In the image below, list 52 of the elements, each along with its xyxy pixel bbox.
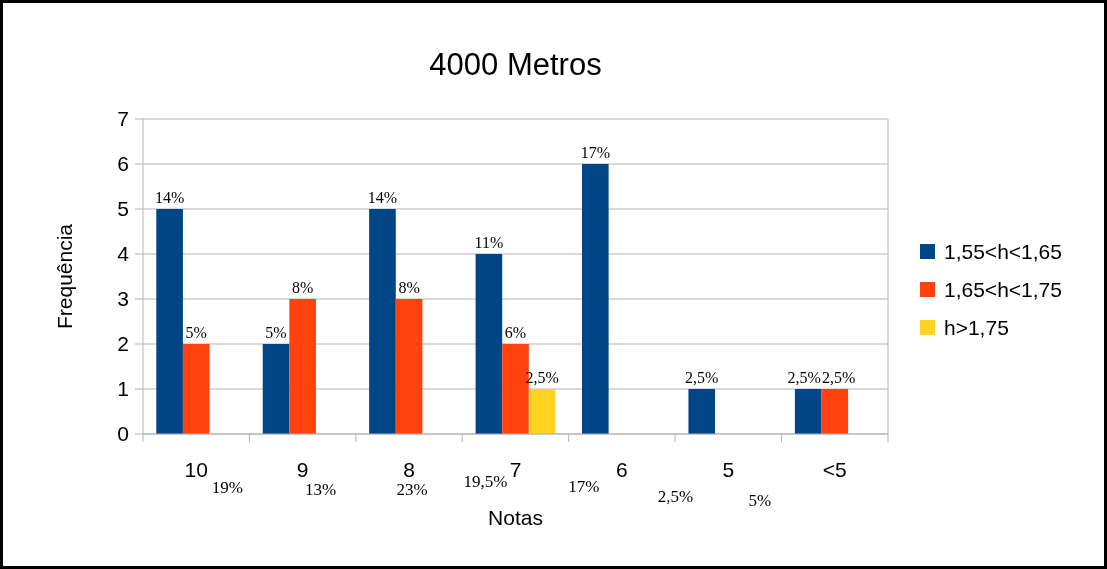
annotation: 8% bbox=[398, 279, 420, 296]
legend-label: h>1,75 bbox=[944, 316, 1009, 340]
y-tick-label: 5 bbox=[117, 197, 129, 221]
bar bbox=[582, 164, 609, 434]
legend-label: 1,55<h<1,65 bbox=[944, 240, 1062, 264]
bar bbox=[289, 299, 316, 434]
annotation: 6% bbox=[504, 324, 527, 341]
y-tick-label: 3 bbox=[117, 287, 129, 311]
x-tick-label: 6 bbox=[616, 458, 628, 481]
bar bbox=[821, 389, 849, 434]
y-tick-label: 6 bbox=[117, 152, 129, 176]
bar bbox=[156, 209, 183, 434]
annotation: 2,5% bbox=[822, 369, 856, 386]
bar bbox=[794, 389, 822, 434]
text: 19% bbox=[211, 478, 243, 497]
y-tick-label: 0 bbox=[117, 422, 129, 446]
y-tick-label: 2 bbox=[117, 332, 129, 356]
annotation: 14% bbox=[154, 189, 185, 206]
chart-title: 4000 Metros bbox=[429, 47, 602, 82]
bar bbox=[369, 209, 396, 434]
text: 23% bbox=[396, 480, 428, 499]
bar bbox=[475, 254, 503, 434]
bar bbox=[688, 389, 716, 434]
annotation: 5% bbox=[185, 324, 207, 341]
y-axis-title: Frequência bbox=[53, 223, 76, 330]
x-tick-label: <5 bbox=[822, 458, 847, 481]
bar bbox=[182, 344, 210, 434]
x-tick-label: 7 bbox=[509, 458, 522, 481]
annotation: 2,5% bbox=[787, 369, 821, 386]
annotation: 8% bbox=[291, 279, 314, 296]
y-tick-label: 7 bbox=[117, 107, 129, 131]
x-tick-label: 10 bbox=[184, 458, 208, 481]
bar bbox=[528, 389, 556, 434]
x-tick-label: 8 bbox=[403, 458, 415, 481]
x-tick-label: 9 bbox=[296, 458, 309, 481]
text: 13% bbox=[305, 480, 337, 499]
annotation: 2,5% bbox=[685, 369, 719, 386]
annotation: 11% bbox=[474, 234, 504, 251]
legend-label: 1,65<h<1,75 bbox=[944, 278, 1062, 302]
annotation: 17% bbox=[580, 144, 610, 161]
text: 5% bbox=[748, 491, 772, 510]
text: 19,5% bbox=[463, 472, 508, 491]
text: 2,5% bbox=[657, 487, 694, 506]
annotation: 5% bbox=[265, 324, 287, 341]
y-tick-label: 4 bbox=[117, 242, 130, 266]
text: 17% bbox=[568, 477, 600, 496]
annotation: 14% bbox=[367, 189, 398, 206]
bar bbox=[395, 299, 423, 434]
y-tick-label: 1 bbox=[117, 377, 129, 401]
x-axis-title: Notas bbox=[488, 506, 543, 529]
bar bbox=[262, 344, 290, 434]
x-tick-label: 5 bbox=[722, 458, 735, 481]
